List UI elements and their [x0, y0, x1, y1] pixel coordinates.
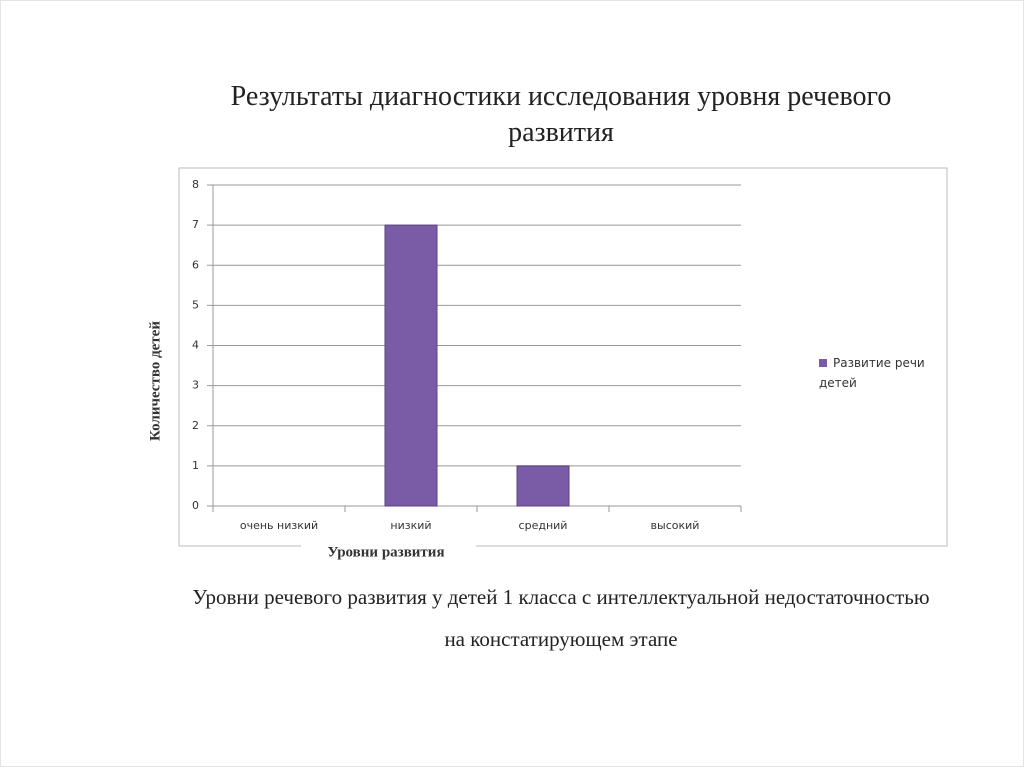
- y-tick-label: 1: [192, 459, 199, 472]
- y-tick-label: 7: [192, 218, 199, 231]
- x-tick-label: низкий: [390, 519, 431, 532]
- x-tick-label: средний: [519, 519, 568, 532]
- x-tick-label: высокий: [651, 519, 700, 532]
- y-tick-label: 6: [192, 258, 199, 271]
- bar: [384, 224, 438, 507]
- legend: Развитие речи детей: [819, 353, 944, 393]
- y-tick-label: 4: [192, 339, 199, 352]
- chart-title: Результаты диагностики исследования уров…: [230, 81, 892, 148]
- x-label-bg: [301, 541, 476, 563]
- y-tick-label: 0: [192, 499, 199, 512]
- y-tick-label: 8: [192, 178, 199, 191]
- y-axis-label: Количество детей: [147, 321, 163, 441]
- y-tick-label: 2: [192, 419, 199, 432]
- legend-label: Развитие речи детей: [819, 356, 925, 390]
- y-tick-label: 3: [192, 379, 199, 392]
- x-tick-label: очень низкий: [240, 519, 318, 532]
- bar: [516, 465, 570, 507]
- y-tick-label: 5: [192, 298, 199, 311]
- x-axis-label: Уровни развития: [327, 544, 444, 560]
- caption: Уровни речевого развития у детей 1 класс…: [192, 585, 930, 651]
- legend-swatch: [819, 359, 827, 367]
